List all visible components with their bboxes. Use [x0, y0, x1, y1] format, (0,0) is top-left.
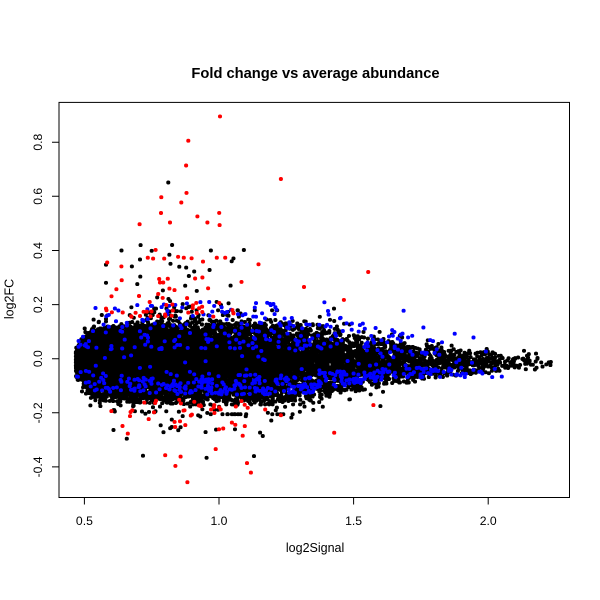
svg-text:log2Signal: log2Signal — [286, 541, 344, 555]
svg-text:0.0: 0.0 — [31, 350, 45, 367]
svg-text:0.5: 0.5 — [76, 514, 93, 528]
svg-text:-0.2: -0.2 — [31, 402, 45, 423]
svg-text:0.2: 0.2 — [31, 296, 45, 313]
svg-text:Fold change vs average abundan: Fold change vs average abundance — [191, 66, 439, 82]
svg-text:-0.4: -0.4 — [31, 456, 45, 477]
svg-text:1.5: 1.5 — [345, 514, 362, 528]
svg-text:0.4: 0.4 — [31, 242, 45, 259]
svg-text:1.0: 1.0 — [211, 514, 228, 528]
svg-text:0.6: 0.6 — [31, 188, 45, 205]
svg-text:log2FC: log2FC — [3, 279, 17, 319]
svg-text:2.0: 2.0 — [480, 514, 497, 528]
svg-text:0.8: 0.8 — [31, 134, 45, 151]
